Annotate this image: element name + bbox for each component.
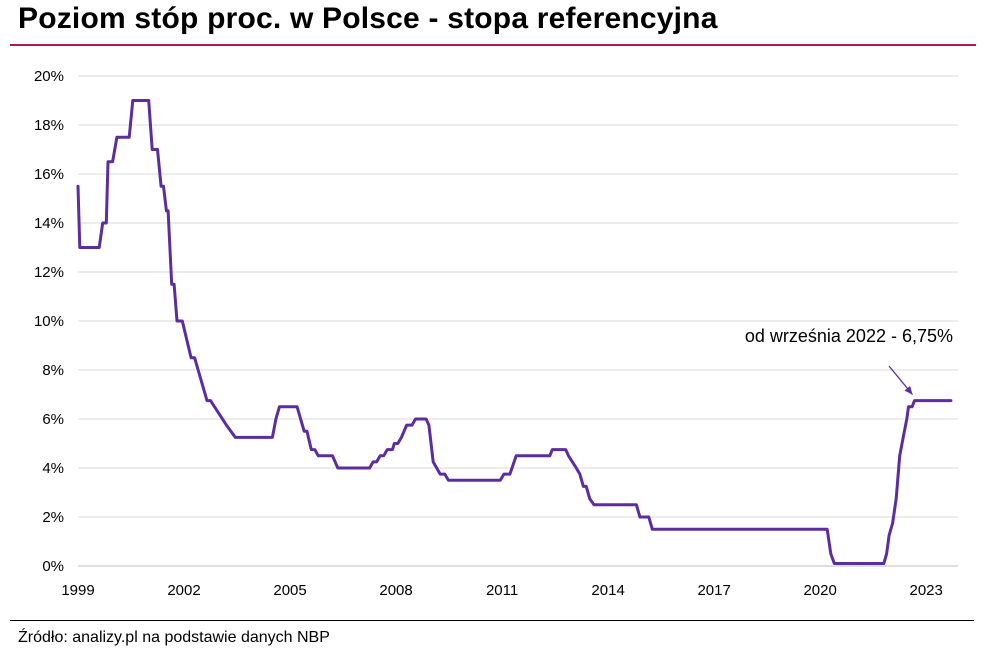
x-tick-label: 2020 — [803, 582, 836, 599]
x-tick-label: 1999 — [61, 582, 94, 599]
y-tick-label: 20% — [34, 68, 64, 85]
x-tick-label: 2002 — [167, 582, 200, 599]
y-tick-label: 6% — [42, 411, 64, 428]
x-tick-label: 2005 — [273, 582, 306, 599]
page-title: Poziom stóp proc. w Polsce - stopa refer… — [18, 2, 718, 35]
y-tick-label: 18% — [34, 117, 64, 134]
x-tick-label: 2014 — [591, 582, 624, 599]
y-axis-tick-labels: 0% 2% 4% 6% 8% 10% 12% 14% 16% 18% 20% — [34, 68, 64, 575]
y-tick-label: 14% — [34, 215, 64, 232]
gridlines — [78, 75, 958, 518]
y-tick-label: 10% — [34, 313, 64, 330]
y-tick-label: 8% — [42, 362, 64, 379]
x-tick-label: 2017 — [697, 582, 730, 599]
y-tick-label: 2% — [42, 509, 64, 526]
interest-rate-chart: 0% 2% 4% 6% 8% 10% 12% 14% 16% 18% 20% 1999 2002 200… — [34, 68, 958, 599]
annotation-label: od września 2022 - 6,75% — [745, 326, 953, 346]
x-tick-label: 2008 — [379, 582, 412, 599]
reference-rate-line — [76, 99, 953, 565]
y-tick-label: 0% — [42, 558, 64, 575]
y-tick-label: 4% — [42, 460, 64, 477]
annotation-arrowhead — [904, 385, 913, 395]
title-divider — [10, 44, 976, 46]
source-divider — [10, 620, 974, 621]
source-note: Źródło: analizy.pl na podstawie danych N… — [18, 629, 330, 646]
x-axis-tick-labels: 1999 2002 2005 2008 2011 2014 2017 2020 2023 — [61, 582, 943, 599]
y-tick-label: 12% — [34, 264, 64, 281]
x-tick-label: 2023 — [910, 582, 943, 599]
y-tick-label: 16% — [34, 166, 64, 183]
x-tick-label: 2011 — [486, 582, 518, 599]
